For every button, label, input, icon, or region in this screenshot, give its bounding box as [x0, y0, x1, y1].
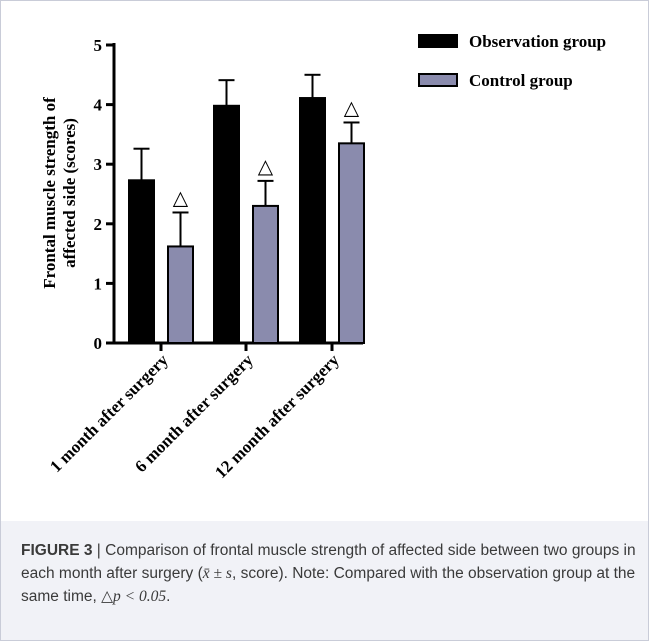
- significance-marker: △: [344, 95, 360, 119]
- caption-separator: |: [92, 542, 106, 559]
- y-axis-label-line1: Frontal muscle strength of: [40, 97, 59, 289]
- y-axis-label-line2: affected side (scores): [60, 118, 79, 268]
- y-tick-label: 3: [94, 155, 103, 174]
- legend-swatch: [418, 34, 458, 48]
- bar-observation: [128, 179, 155, 344]
- bar-observation: [213, 104, 240, 344]
- caption-text-c: .: [166, 588, 171, 605]
- y-tick-label: 0: [94, 334, 103, 353]
- figure-caption: FIGURE 3 | Comparison of frontal muscle …: [21, 539, 636, 608]
- significance-marker: △: [258, 154, 274, 178]
- caption-significance: △p < 0.05: [101, 588, 167, 605]
- bar-control: [167, 245, 194, 344]
- chart-legend: Observation group Control group: [418, 32, 606, 90]
- y-tick-label: 4: [94, 96, 103, 115]
- y-tick-label: 1: [94, 274, 103, 293]
- bar-control: [252, 204, 279, 344]
- chart-bars: △ △ △: [128, 73, 365, 344]
- caption-background: [1, 521, 648, 640]
- caption-math: x̄ ± s: [202, 565, 232, 582]
- caption-label: FIGURE 3: [21, 542, 93, 559]
- caption-text-b: , score). Note: Compared with the observ…: [21, 565, 636, 605]
- legend-swatch: [418, 73, 458, 87]
- legend-label: Observation group: [469, 32, 606, 51]
- y-tick-label: 5: [94, 36, 103, 55]
- significance-marker: △: [173, 185, 189, 209]
- y-tick-label: 2: [94, 215, 103, 234]
- bar-observation: [299, 97, 326, 344]
- legend-label: Control group: [469, 71, 573, 90]
- bar-control: [338, 142, 365, 344]
- caption-text-a: Comparison of frontal muscle strength of…: [21, 542, 636, 582]
